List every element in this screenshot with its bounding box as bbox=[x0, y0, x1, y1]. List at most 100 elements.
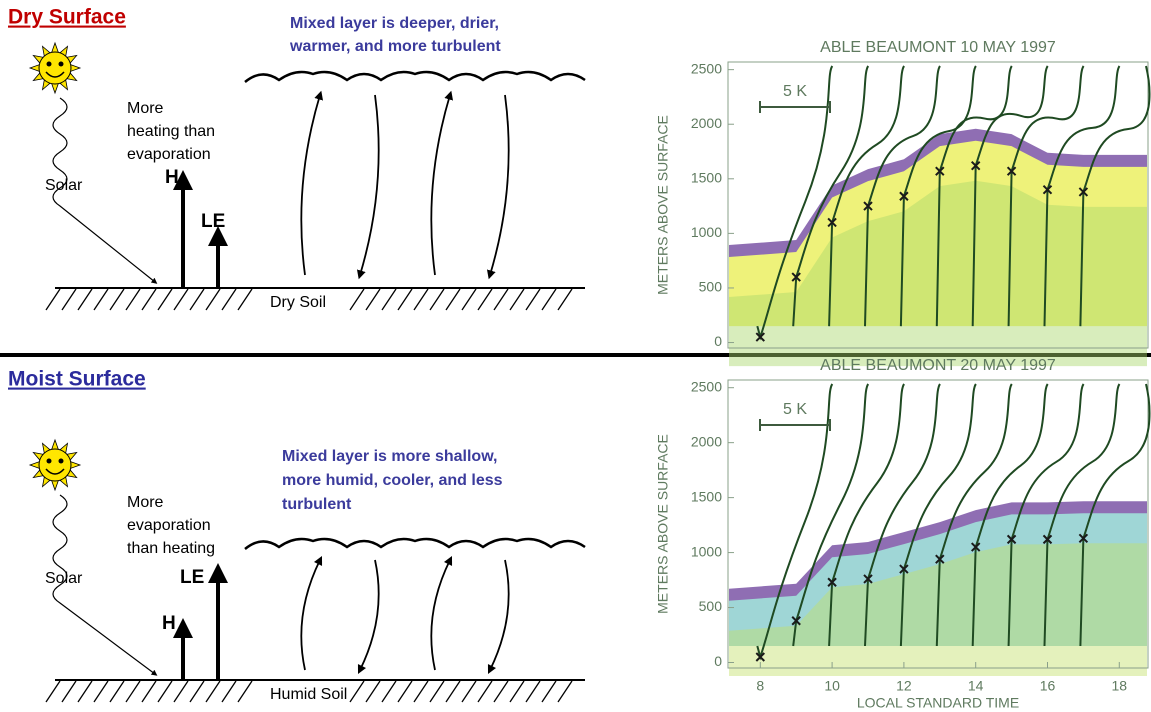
hatch bbox=[477, 680, 493, 703]
y-tick-label: 2000 bbox=[691, 115, 722, 131]
y-axis-label: METERS ABOVE SURFACE bbox=[655, 115, 671, 295]
solar-label: Solar bbox=[45, 570, 83, 587]
hatch bbox=[541, 288, 557, 311]
hatch bbox=[189, 288, 205, 311]
hatch bbox=[157, 288, 173, 311]
hatch bbox=[189, 680, 205, 703]
hatch bbox=[45, 288, 61, 311]
flux-note: evaporation bbox=[127, 517, 211, 534]
y-tick-label: 500 bbox=[699, 598, 723, 614]
hatch bbox=[237, 680, 253, 703]
circulation-arrow bbox=[430, 555, 453, 671]
theta-profile bbox=[756, 383, 834, 661]
y-tick-label: 0 bbox=[714, 653, 722, 669]
hatch bbox=[93, 680, 109, 703]
y-tick-label: 1500 bbox=[691, 170, 722, 186]
ml-height-marker bbox=[899, 564, 909, 574]
chart-title: ABLE BEAUMONT 20 MAY 1997 bbox=[820, 357, 1056, 374]
ml-height-marker bbox=[1006, 166, 1017, 176]
hatch bbox=[237, 288, 253, 311]
theta-profile bbox=[1043, 65, 1121, 327]
x-tick-label: 18 bbox=[1111, 678, 1127, 694]
frame bbox=[727, 379, 1149, 669]
hatch bbox=[461, 680, 477, 703]
theta-profile bbox=[828, 65, 906, 327]
theta-profile bbox=[971, 65, 1049, 327]
hatch bbox=[77, 680, 93, 703]
sun-eye bbox=[46, 61, 52, 67]
circulation-arrow bbox=[357, 559, 380, 675]
sun-eye bbox=[46, 458, 52, 464]
flux-note: More bbox=[127, 100, 164, 117]
hatch bbox=[493, 288, 509, 311]
ml-height-marker bbox=[1078, 533, 1089, 543]
flux-note: More bbox=[127, 494, 164, 511]
hatch bbox=[125, 680, 141, 703]
caption-line: Mixed layer is deeper, drier, bbox=[290, 15, 499, 32]
flux-note: evaporation bbox=[127, 146, 211, 163]
ml-height-marker bbox=[1006, 534, 1017, 545]
caption-line: warmer, and more turbulent bbox=[289, 38, 501, 55]
hatch bbox=[77, 288, 93, 311]
y-tick-label: 0 bbox=[714, 333, 722, 349]
hatch bbox=[125, 288, 141, 311]
y-tick-label: 2500 bbox=[691, 378, 722, 394]
scale-label: 5 K bbox=[783, 83, 807, 100]
theta-profile bbox=[1007, 65, 1085, 327]
y-tick-label: 1500 bbox=[691, 488, 722, 504]
theta-profile bbox=[935, 65, 1013, 327]
hatch bbox=[397, 680, 413, 703]
caption-line: more humid, cooler, and less bbox=[282, 472, 503, 489]
hatch bbox=[429, 288, 445, 311]
hatch bbox=[221, 288, 237, 311]
solar-ray bbox=[52, 97, 158, 284]
hatch bbox=[221, 680, 237, 703]
theta-profile bbox=[756, 65, 834, 341]
hatch bbox=[157, 680, 173, 703]
hatch bbox=[61, 288, 77, 311]
circulation-arrow bbox=[487, 559, 510, 675]
hatch bbox=[509, 288, 525, 311]
scale-bar bbox=[759, 101, 831, 113]
y-tick-label: 500 bbox=[699, 279, 723, 295]
x-tick-label: 12 bbox=[896, 678, 912, 694]
h-label: H bbox=[165, 167, 179, 188]
le-label: LE bbox=[201, 211, 225, 232]
sun-eye bbox=[58, 61, 64, 67]
ml-height-marker bbox=[899, 191, 909, 201]
hatch bbox=[525, 288, 541, 311]
ml-height-marker bbox=[791, 272, 801, 282]
hatch bbox=[541, 680, 557, 703]
panel-title: Dry Surface bbox=[8, 6, 126, 29]
scale-label: 5 K bbox=[783, 401, 807, 418]
sun bbox=[38, 51, 72, 85]
theta-profile bbox=[1043, 383, 1121, 647]
circulation-arrow bbox=[300, 90, 324, 276]
ml-height-marker bbox=[1042, 534, 1053, 545]
ml-height-marker bbox=[935, 166, 945, 176]
hatch bbox=[381, 680, 397, 703]
hatch bbox=[205, 288, 221, 311]
solar-label: Solar bbox=[45, 177, 83, 194]
theta-profile bbox=[1079, 383, 1151, 647]
theta-profile bbox=[935, 383, 1013, 647]
ml-height-marker bbox=[1042, 185, 1053, 195]
le-label: LE bbox=[180, 567, 204, 588]
x-tick-label: 10 bbox=[824, 678, 840, 694]
hatch bbox=[413, 288, 429, 311]
sun-mouth bbox=[45, 468, 65, 475]
ml-height-marker bbox=[863, 201, 873, 211]
circulation-arrow bbox=[430, 90, 454, 276]
theta-profile bbox=[899, 383, 977, 647]
hatch bbox=[365, 680, 381, 703]
hatch bbox=[509, 680, 525, 703]
sun-mouth bbox=[45, 71, 65, 78]
hatch bbox=[477, 288, 493, 311]
y-tick-label: 2500 bbox=[691, 60, 722, 76]
hatch bbox=[173, 288, 189, 311]
theta-profile bbox=[971, 383, 1049, 647]
hatch bbox=[349, 288, 365, 311]
circulation-arrow bbox=[486, 94, 510, 280]
hatch bbox=[365, 288, 381, 311]
x-axis-label: LOCAL STANDARD TIME bbox=[857, 695, 1019, 711]
